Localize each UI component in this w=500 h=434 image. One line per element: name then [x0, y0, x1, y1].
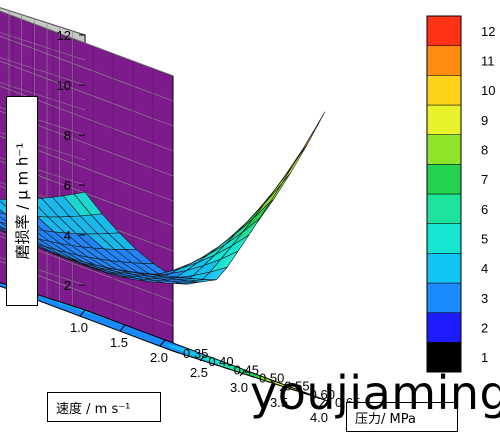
wear-rate-tick-label: 8: [64, 128, 71, 143]
colorbar-swatch: [426, 282, 462, 313]
colorbar-tick-label: 3: [481, 291, 488, 306]
speed-ticks: 1.0 1.5 2.0 2.5 3.0 3.5 4.0: [70, 309, 328, 425]
pressure-tick-mark: [248, 375, 256, 378]
speed-tick-mark: [239, 369, 246, 377]
wear-rate-tick-label: 4: [64, 228, 71, 243]
pressure-tick-mark: [223, 366, 230, 370]
speed-tick-mark: [319, 399, 326, 407]
pressure-tick-mark: [198, 358, 205, 362]
colorbar-swatch: [426, 193, 462, 224]
colorbar-tick-label: 9: [481, 113, 488, 128]
colorbar-swatch: [426, 134, 462, 165]
surface-cell: [242, 201, 271, 233]
colorbar-tick-label: 5: [481, 232, 488, 247]
colorbar-swatch: [426, 104, 462, 135]
surface-cell: [253, 183, 282, 219]
colorbar-tick-label: 8: [481, 143, 488, 158]
pressure-tick-label: 0.50: [259, 371, 284, 386]
surface-cell: [264, 166, 293, 204]
speed-tick-mark: [119, 324, 126, 332]
speed-axis-label: 速度 / m s⁻¹: [47, 392, 161, 422]
wear-rate-tick-label: 12: [57, 28, 71, 43]
colorbar-swatch: [426, 45, 462, 76]
pressure-axis-label: 压力/ MPa: [346, 402, 458, 432]
speed-tick-label: 1.0: [70, 320, 88, 335]
colorbar-tick-label: 11: [481, 54, 495, 69]
wear-rate-axis-label: 磨损率 / μ m h⁻¹: [6, 96, 38, 306]
pressure-tick-mark: [299, 391, 306, 395]
surface-cell: [155, 274, 184, 278]
pressure-tick-label: 0.40: [208, 354, 233, 369]
speed-tick-label: 2.0: [150, 350, 168, 365]
surface-cell: [275, 148, 304, 190]
pressure-tick-label: 0.45: [234, 362, 259, 377]
wear-surface-mesh: [0, 111, 326, 285]
pressure-tick-label: 0.55: [284, 379, 309, 394]
speed-tick-label: 4.0: [310, 410, 328, 425]
pressure-tick-mark: [172, 350, 180, 354]
colorbar-border: [426, 15, 462, 373]
colorbar-swatch: [426, 223, 462, 254]
speed-axis-label-text: 速度 / m s⁻¹: [56, 402, 131, 417]
colorbar-swatch: [426, 312, 462, 343]
colorbar-tick-label: 10: [481, 83, 495, 98]
colorbar-tick-label: 7: [481, 172, 488, 187]
wear-rate-tick-label: 10: [57, 78, 71, 93]
wear-rate-ticks: 2 4 6 8 10 12: [57, 28, 85, 293]
watermark-text: youjiaming: [250, 366, 500, 420]
speed-tick-label: 1.5: [110, 335, 128, 350]
wear-rate-axis-label-text: 磨损率 / μ m h⁻¹: [13, 142, 32, 260]
colorbar-swatch: [426, 164, 462, 195]
colorbar-tick-label: 4: [481, 261, 488, 276]
colorbar-swatch: [426, 75, 462, 106]
wear-rate-tick-label: 2: [64, 278, 71, 293]
colorbar-tick-label: 2: [481, 321, 488, 336]
speed-tick-mark: [79, 309, 86, 317]
pressure-tick-mark: [274, 383, 281, 387]
pressure-axis-label-text: 压力/ MPa: [355, 412, 416, 427]
colorbar-tick-label: 12: [481, 24, 495, 39]
speed-tick-label: 3.0: [230, 380, 248, 395]
colorbar-tick-label: 6: [481, 202, 488, 217]
colorbar-swatch: [426, 253, 462, 284]
wear-rate-tick-label: 6: [64, 178, 71, 193]
speed-tick-mark: [159, 339, 166, 347]
colorbar-swatch: [426, 15, 462, 46]
pressure-ticks: 0.350.400.450.500.550.600.65: [172, 346, 360, 410]
speed-tick-label: 2.5: [190, 365, 208, 380]
pressure-tick-mark: [324, 399, 332, 403]
speed-tick-label: 3.5: [270, 395, 288, 410]
speed-tick-mark: [279, 384, 286, 392]
colorbar-tick-label: 1: [481, 350, 488, 365]
pressure-tick-label: 0.35: [183, 346, 208, 361]
pressure-tick-label: 0.60: [310, 387, 335, 402]
